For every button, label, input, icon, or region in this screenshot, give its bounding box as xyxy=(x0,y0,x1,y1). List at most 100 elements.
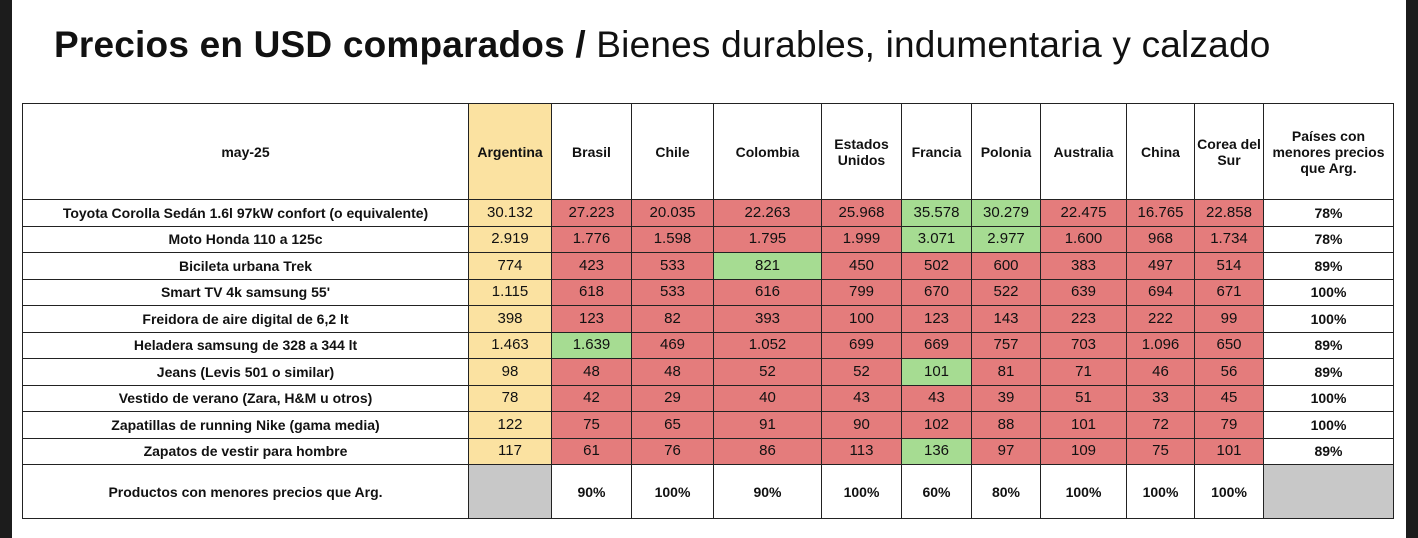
table-row: Zapatos de vestir para hombre 117 61 76 86 11… xyxy=(22,437,1394,465)
price-cell: 61 xyxy=(551,437,632,465)
product-label: Zapatos de vestir para hombre xyxy=(22,437,469,465)
price-cell: 533 xyxy=(631,252,714,280)
price-cell: 123 xyxy=(551,305,632,333)
price-cell: 1.115 xyxy=(468,278,552,306)
price-cell: 16.765 xyxy=(1126,199,1195,227)
price-cell: 799 xyxy=(821,278,902,306)
price-cell: 79 xyxy=(1194,411,1264,439)
pct-cheaper-cell: 78% xyxy=(1263,199,1394,227)
price-cell: 1.052 xyxy=(713,331,822,359)
price-cell: 639 xyxy=(1040,278,1127,306)
product-label: Moto Honda 110 a 125c xyxy=(22,225,469,253)
price-cell: 122 xyxy=(468,411,552,439)
price-cell: 45 xyxy=(1194,384,1264,412)
price-cell: 616 xyxy=(713,278,822,306)
price-cell: 42 xyxy=(551,384,632,412)
price-cell: 25.968 xyxy=(821,199,902,227)
price-cell: 1.463 xyxy=(468,331,552,359)
pct-cheaper-cell: 89% xyxy=(1263,437,1394,465)
price-cell: 75 xyxy=(1126,437,1195,465)
price-cell: 48 xyxy=(631,358,714,386)
table-row: Freidora de aire digital de 6,2 lt 398 123… xyxy=(22,305,1394,333)
footer-pct-cell: 80% xyxy=(971,464,1041,519)
price-cell: 1.734 xyxy=(1194,225,1264,253)
table-row: Jeans (Levis 501 o similar) 98 48 48 52 52 101… xyxy=(22,358,1394,386)
pct-cheaper-cell: 100% xyxy=(1263,411,1394,439)
country-header: Polonia xyxy=(971,103,1041,200)
pct-cheaper-cell: 89% xyxy=(1263,331,1394,359)
price-cell: 1.096 xyxy=(1126,331,1195,359)
summary-header: Países con menores precios que Arg. xyxy=(1263,103,1394,200)
price-cell: 1.999 xyxy=(821,225,902,253)
footer-pct-cell xyxy=(468,464,552,519)
price-cell: 533 xyxy=(631,278,714,306)
footer-label: Productos con menores precios que Arg. xyxy=(22,464,469,519)
price-cell: 88 xyxy=(971,411,1041,439)
footer-row: Productos con menores precios que Arg. 9… xyxy=(22,464,1394,519)
price-cell: 27.223 xyxy=(551,199,632,227)
pct-cheaper-cell: 100% xyxy=(1263,278,1394,306)
price-cell: 98 xyxy=(468,358,552,386)
chart-title-regular: Bienes durables, indumentaria y calzado xyxy=(596,24,1271,65)
footer-pct-cell: 100% xyxy=(821,464,902,519)
price-cell: 86 xyxy=(713,437,822,465)
price-cell: 76 xyxy=(631,437,714,465)
price-cell: 1.598 xyxy=(631,225,714,253)
price-cell: 29 xyxy=(631,384,714,412)
table-row: Zapatillas de running Nike (gama media) 1… xyxy=(22,411,1394,439)
table-body: Toyota Corolla Sedán 1.6l 97kW confort (… xyxy=(22,199,1394,465)
price-cell: 694 xyxy=(1126,278,1195,306)
price-cell: 968 xyxy=(1126,225,1195,253)
price-cell: 30.279 xyxy=(971,199,1041,227)
price-cell: 699 xyxy=(821,331,902,359)
footer-empty-cell xyxy=(1263,464,1394,519)
table-row: Moto Honda 110 a 125c 2.919 1.776 1.598 1.79… xyxy=(22,225,1394,253)
price-cell: 2.977 xyxy=(971,225,1041,253)
price-cell: 469 xyxy=(631,331,714,359)
price-cell: 56 xyxy=(1194,358,1264,386)
price-cell: 101 xyxy=(901,358,972,386)
price-cell: 30.132 xyxy=(468,199,552,227)
price-cell: 40 xyxy=(713,384,822,412)
price-cell: 100 xyxy=(821,305,902,333)
product-label: Zapatillas de running Nike (gama media) xyxy=(22,411,469,439)
table-row: Heladera samsung de 328 a 344 lt 1.463 1.6… xyxy=(22,331,1394,359)
price-cell: 2.919 xyxy=(468,225,552,253)
price-cell: 1.795 xyxy=(713,225,822,253)
table-row: Toyota Corolla Sedán 1.6l 97kW confort (… xyxy=(22,199,1394,227)
price-cell: 22.263 xyxy=(713,199,822,227)
price-cell: 143 xyxy=(971,305,1041,333)
price-cell: 43 xyxy=(901,384,972,412)
price-cell: 222 xyxy=(1126,305,1195,333)
price-cell: 102 xyxy=(901,411,972,439)
footer-pct-cell: 100% xyxy=(1040,464,1127,519)
pct-cheaper-cell: 100% xyxy=(1263,305,1394,333)
price-cell: 450 xyxy=(821,252,902,280)
price-cell: 97 xyxy=(971,437,1041,465)
chart-title: Precios en USD comparados / Bienes durab… xyxy=(54,24,1271,66)
price-cell: 3.071 xyxy=(901,225,972,253)
price-cell: 109 xyxy=(1040,437,1127,465)
price-cell: 757 xyxy=(971,331,1041,359)
price-cell: 48 xyxy=(551,358,632,386)
price-cell: 81 xyxy=(971,358,1041,386)
price-cell: 123 xyxy=(901,305,972,333)
price-cell: 423 xyxy=(551,252,632,280)
price-comparison-table: may-25 Argentina Brasil Chile Colombia Estad… xyxy=(22,103,1394,519)
chart-title-bold: Precios en USD comparados / xyxy=(54,24,586,65)
price-cell: 223 xyxy=(1040,305,1127,333)
country-header: Brasil xyxy=(551,103,632,200)
price-cell: 398 xyxy=(468,305,552,333)
product-label: Bicileta urbana Trek xyxy=(22,252,469,280)
header-row: may-25 Argentina Brasil Chile Colombia Estad… xyxy=(22,103,1394,200)
price-cell: 35.578 xyxy=(901,199,972,227)
country-header: Argentina xyxy=(468,103,552,200)
table-row: Bicileta urbana Trek 774 423 533 821 450 502 60… xyxy=(22,252,1394,280)
price-cell: 75 xyxy=(551,411,632,439)
price-cell: 90 xyxy=(821,411,902,439)
price-cell: 65 xyxy=(631,411,714,439)
price-cell: 46 xyxy=(1126,358,1195,386)
price-cell: 650 xyxy=(1194,331,1264,359)
price-cell: 497 xyxy=(1126,252,1195,280)
price-cell: 618 xyxy=(551,278,632,306)
